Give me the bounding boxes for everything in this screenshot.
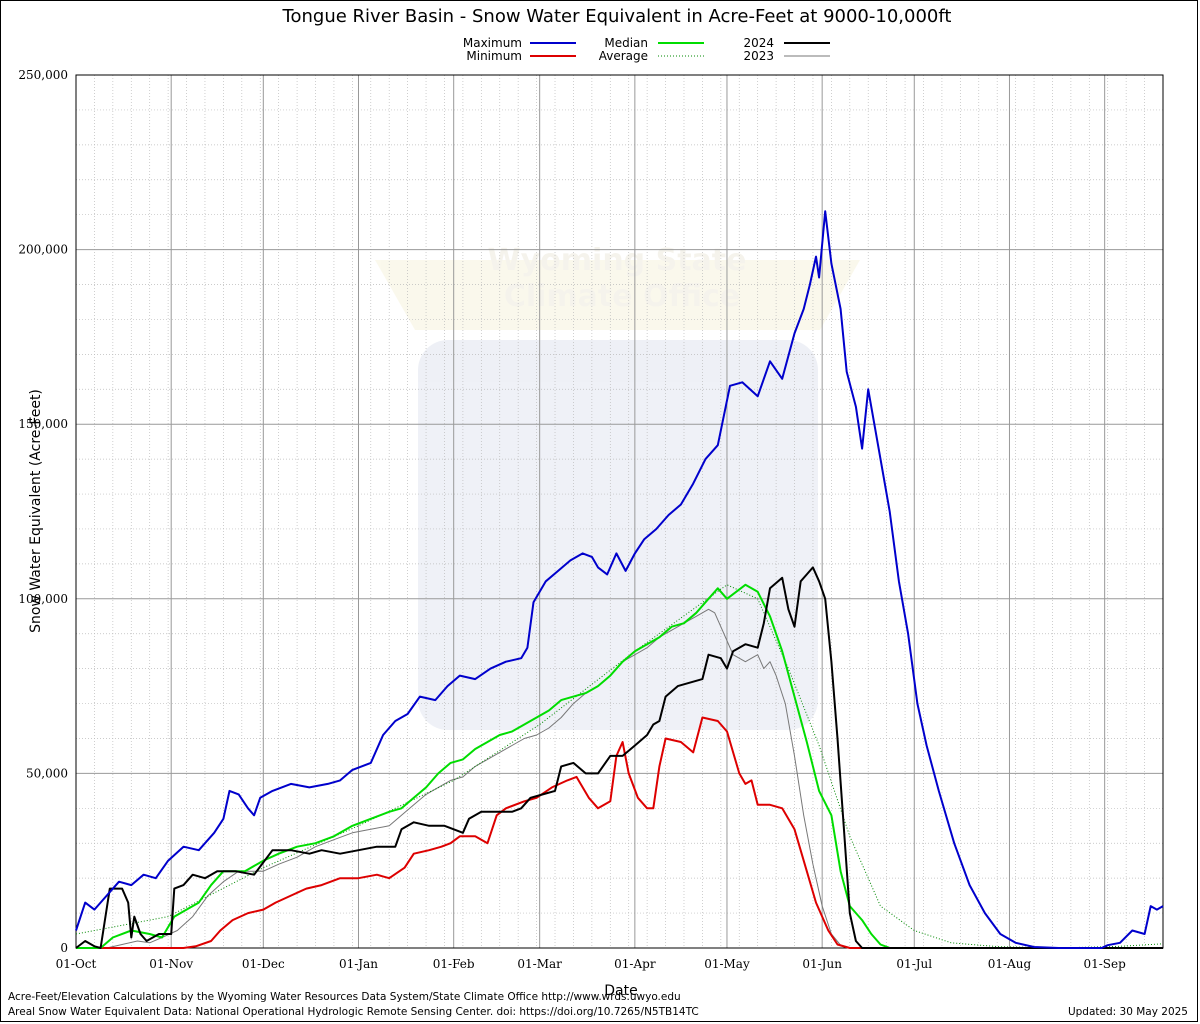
x-tick-label: 01-Nov	[149, 957, 193, 971]
y-tick-label: 200,000	[18, 243, 68, 257]
plot-area	[75, 74, 1164, 949]
watermark-banner-shape	[375, 260, 860, 330]
x-tick-label: 01-Aug	[988, 957, 1032, 971]
legend-label-maximum: Maximum	[463, 36, 522, 50]
credit-line-2: Areal Snow Water Equivalent Data: Nation…	[8, 1006, 699, 1018]
x-tick-label: 01-Jan	[339, 957, 378, 971]
y-tick-label: 100,000	[18, 592, 68, 606]
legend-label-2024: 2024	[743, 36, 774, 50]
y-tick-label: 250,000	[18, 68, 68, 82]
y-tick-label: 50,000	[26, 766, 68, 780]
axis-labels: 01-Oct 01-Nov 01-Dec 01-Jan 01-Feb 01-Mar 01-A…	[18, 68, 1126, 971]
x-axis-title: Date	[604, 983, 637, 999]
x-tick-label: 01-Apr	[614, 957, 656, 971]
legend-label-median: Median	[604, 36, 648, 50]
series-line-maximum	[75, 210, 1164, 949]
series-group	[75, 210, 1164, 949]
watermark: Wyoming State Climate Office	[375, 243, 860, 730]
x-tick-label: 01-Jul	[896, 957, 932, 971]
legend-label-average: Average	[599, 49, 648, 63]
legend-label-minimum: Minimum	[466, 49, 522, 63]
series-line-minimum	[76, 716, 1163, 949]
watermark-line1: Wyoming State	[488, 243, 747, 278]
watermark-shield-shape	[418, 340, 818, 730]
grid	[76, 75, 1163, 948]
x-tick-label: 01-May	[704, 957, 750, 971]
y-tick-label: 150,000	[18, 417, 68, 431]
x-tick-label: 01-Mar	[517, 957, 562, 971]
credit-line-1: Acre-Feet/Elevation Calculations by the …	[8, 991, 681, 1003]
chart-title: Tongue River Basin - Snow Water Equivale…	[282, 6, 952, 27]
updated-date: Updated: 30 May 2025	[1067, 1006, 1188, 1018]
y-tick-label: 0	[60, 941, 68, 955]
x-tick-label: 01-Jun	[802, 957, 842, 971]
legend-label-2023: 2023	[743, 49, 774, 63]
y-axis-title: Snow Water Equivalent (Acre-Feet)	[28, 389, 44, 633]
x-tick-label: 01-Sep	[1083, 957, 1126, 971]
series-line-2024	[75, 566, 1163, 949]
x-tick-label: 01-Oct	[56, 957, 97, 971]
x-tick-label: 01-Dec	[242, 957, 285, 971]
x-tick-label: 01-Feb	[433, 957, 475, 971]
